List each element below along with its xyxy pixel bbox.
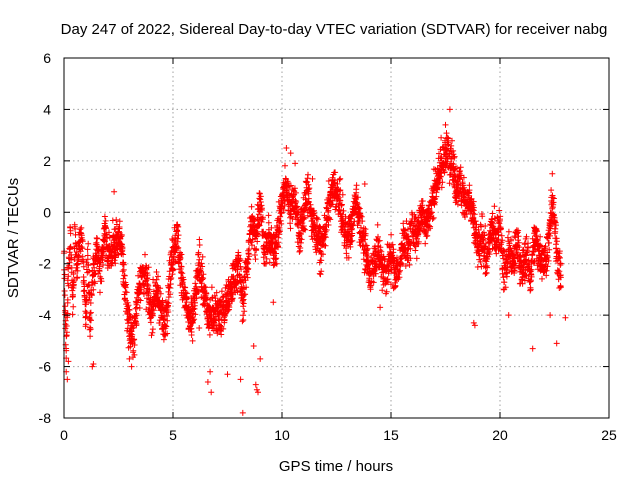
y-tick-label: -4	[39, 307, 52, 323]
axis-ticks: 0 5 10 15 20 25 -8 -6 -4 -2 0 2 4 6	[39, 50, 617, 443]
x-tick-label: 10	[274, 427, 290, 443]
x-tick-label: 25	[601, 427, 617, 443]
sdtvar-scatter-markers	[60, 106, 569, 416]
x-tick-label: 0	[60, 427, 68, 443]
y-tick-label: -6	[39, 359, 52, 375]
x-tick-label: 20	[492, 427, 508, 443]
plot-frame	[63, 57, 610, 419]
x-tick-label: 5	[169, 427, 177, 443]
x-tick-label: 15	[383, 427, 399, 443]
y-tick-label: -2	[39, 256, 52, 272]
y-tick-label: 4	[43, 101, 51, 117]
y-axis-label: SDTVAR / TECUs	[5, 178, 22, 298]
y-tick-label: 0	[43, 204, 51, 220]
grid-lines	[64, 58, 609, 418]
chart-title: Day 247 of 2022, Sidereal Day-to-day VTE…	[61, 21, 608, 38]
y-tick-label: 2	[43, 153, 51, 169]
y-tick-label: -8	[39, 410, 52, 426]
data-points	[60, 106, 569, 416]
y-tick-label: 6	[43, 50, 51, 66]
x-axis-label: GPS time / hours	[279, 458, 393, 475]
